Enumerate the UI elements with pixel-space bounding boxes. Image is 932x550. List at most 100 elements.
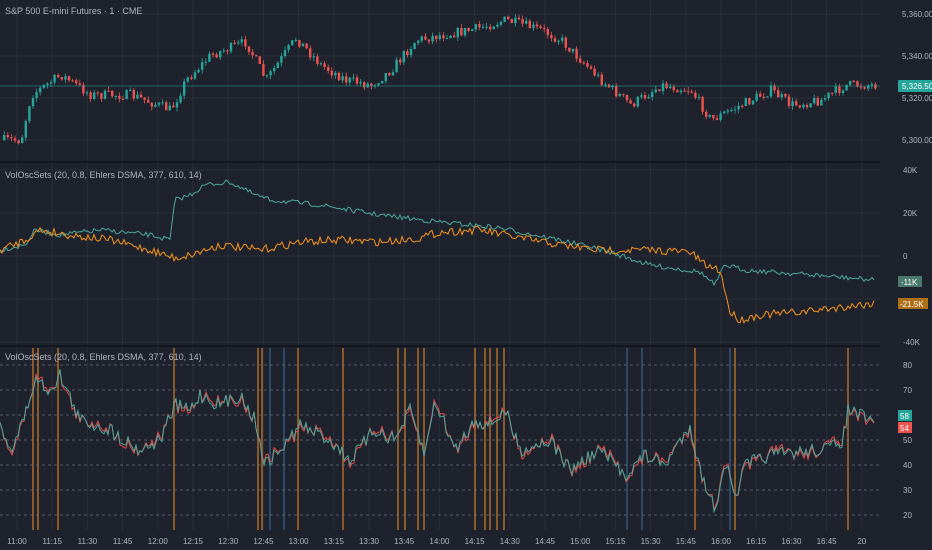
- candle-body: [309, 48, 312, 58]
- candle-body: [791, 101, 794, 107]
- candle-body: [787, 96, 791, 107]
- rsi-title[interactable]: VolOscSets (20, 0.8, Ehlers DSMA, 377, 6…: [5, 352, 202, 362]
- candle-body: [107, 90, 110, 92]
- candle-body: [363, 82, 366, 88]
- candle-body: [431, 35, 434, 42]
- candle-body: [139, 94, 143, 98]
- candle-body: [762, 96, 765, 98]
- candle-body: [485, 26, 488, 28]
- time-axis-label: 14:00: [429, 537, 450, 546]
- candle-body: [49, 82, 53, 84]
- candle-body: [244, 39, 247, 47]
- time-axis-label: 12:00: [148, 537, 169, 546]
- candle-body: [773, 85, 776, 91]
- candle-body: [445, 38, 449, 40]
- oscillator-title[interactable]: VolOscSets (20, 0.8, Ehlers DSMA, 377, 6…: [5, 170, 202, 180]
- candle-body: [471, 29, 474, 32]
- candle-body: [150, 102, 153, 107]
- candle-body: [676, 90, 679, 93]
- time-axis-label: 11:30: [78, 537, 98, 546]
- candle-body: [262, 63, 265, 76]
- candle-body: [481, 26, 485, 28]
- candle-body: [802, 104, 805, 108]
- candle-body: [852, 80, 855, 82]
- candle-body: [611, 85, 614, 88]
- price-pane[interactable]: S&P 500 E-mini Futures · 1 · CME: [0, 6, 880, 145]
- candle-body: [255, 55, 258, 57]
- candle-body: [287, 44, 290, 51]
- candle-body: [579, 58, 582, 63]
- oscillator-pane[interactable]: VolOscSets (20, 0.8, Ehlers DSMA, 377, 6…: [0, 170, 875, 324]
- pane-separator-1[interactable]: [0, 161, 932, 163]
- price-axis[interactable]: 5,360.00 5,340.00 5,320.00 5,300.00 5,326.50…: [880, 0, 932, 550]
- time-axis-label: 20: [857, 537, 866, 546]
- candle-body: [125, 90, 128, 100]
- time-axis-label: 14:30: [500, 537, 521, 546]
- rsi-red-badge: [898, 422, 912, 433]
- candle-body: [701, 96, 704, 112]
- price-axis-label: 5,360.00: [902, 10, 932, 19]
- time-axis-label: 13:45: [394, 537, 415, 546]
- candle-body: [165, 102, 168, 111]
- candle-body: [816, 98, 819, 106]
- osc-axis-label: -40K: [903, 338, 921, 347]
- candle-body: [172, 105, 175, 108]
- candle-body: [395, 59, 398, 73]
- candle-body: [355, 77, 359, 84]
- candle-body: [597, 74, 600, 76]
- candle-body: [229, 42, 233, 52]
- candle-body: [24, 121, 27, 138]
- candle-body: [359, 82, 362, 84]
- candle-body: [683, 90, 686, 92]
- candle-body: [273, 68, 276, 72]
- signal-vertical-lines: [32, 348, 849, 530]
- candle-body: [453, 35, 456, 38]
- candle-body: [561, 37, 564, 41]
- candle-body: [269, 71, 272, 76]
- candle-body: [640, 95, 643, 97]
- price-axis-label: 5,300.00: [902, 136, 932, 145]
- candle-body: [525, 20, 528, 24]
- time-axis-label: 14:45: [535, 537, 556, 546]
- candle-body: [64, 76, 67, 80]
- candle-body: [381, 80, 384, 84]
- candle-body: [467, 28, 470, 32]
- rsi-pane[interactable]: VolOscSets (20, 0.8, Ehlers DSMA, 377, 6…: [0, 348, 880, 530]
- time-axis-label: 15:45: [676, 537, 697, 546]
- candle-body: [283, 50, 287, 57]
- time-axis-label: 11:45: [113, 537, 133, 546]
- candle-body: [503, 16, 506, 22]
- candle-body: [391, 72, 395, 76]
- candle-body: [575, 48, 578, 59]
- symbol-title[interactable]: S&P 500 E-mini Futures · 1 · CME: [5, 6, 142, 16]
- candle-body: [438, 35, 441, 40]
- candle-body: [712, 114, 715, 119]
- candle-body: [827, 92, 830, 99]
- candle-body: [730, 109, 733, 111]
- osc-orange-value: -21.5K: [900, 300, 924, 309]
- candle-body: [867, 85, 870, 89]
- pane-separator-2[interactable]: [0, 345, 932, 347]
- candle-body: [532, 24, 535, 29]
- candle-body: [751, 100, 755, 105]
- candle-body: [687, 90, 690, 92]
- candle-body: [427, 39, 431, 42]
- candle-body: [265, 75, 269, 77]
- candle-body: [820, 99, 823, 106]
- candle-body: [780, 94, 783, 98]
- candle-body: [633, 103, 636, 107]
- candle-body: [651, 92, 654, 98]
- candle-body: [507, 16, 510, 20]
- rsi-axis-label: 20: [903, 511, 912, 520]
- candle-body: [863, 87, 866, 89]
- candle-body: [276, 62, 279, 69]
- time-axis[interactable]: 11:00 11:15 11:30 11:45 12:00 12:15 12:30 12:45…: [0, 530, 932, 550]
- rsi-red-value: 54: [900, 424, 909, 433]
- candle-body: [449, 35, 452, 39]
- candle-body: [766, 96, 769, 98]
- candle-body: [316, 56, 319, 64]
- candle-body: [521, 19, 524, 24]
- candle-body: [622, 93, 625, 96]
- candle-body: [550, 35, 553, 39]
